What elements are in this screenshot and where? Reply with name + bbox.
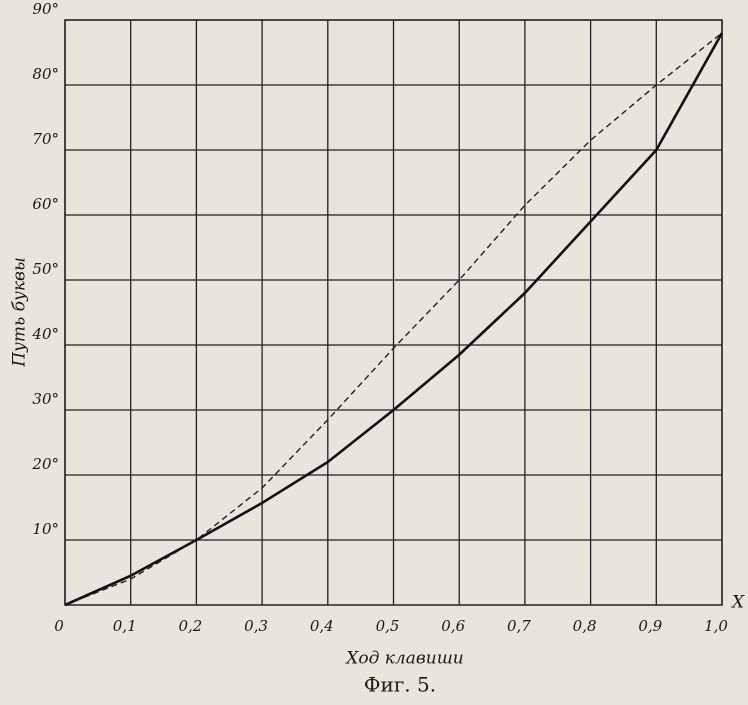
y-tick-label: 60° [32,195,59,213]
y-tick-label: 10° [32,520,59,538]
x-tick-label: 0,3 [244,617,268,635]
x-tick-label: 0,7 [507,617,531,635]
y-tick-label: 70° [32,130,59,148]
x-tick-label: 0,4 [310,617,334,635]
y-tick-label: 50° [32,260,59,278]
y-tick-label: 30° [32,390,59,408]
x-tick-label: 0,2 [178,617,202,635]
y-tick-label: 80° [32,65,59,83]
x-tick-label: 0,9 [638,617,662,635]
data-line [64,32,724,607]
y-tick-label: 90° [32,0,59,18]
y-tick-label: 40° [31,325,59,343]
x-tick-label: 0,8 [573,617,597,635]
y-axis-label: Путь буквы [10,257,30,368]
x-axis-label: Ход клавиши [344,649,464,669]
x-tick-label: 0,5 [376,617,400,635]
x-tick-label: 0,1 [113,617,137,635]
chart-title: Фиг. 5. [364,673,436,697]
y-tick-label: 20° [31,455,59,473]
x-tick-label: 0 [54,617,64,635]
x-tick-label: 1,0 [704,617,728,635]
axis-annotation: X [730,593,745,613]
data-line [64,32,723,606]
x-tick-label: 0,6 [441,617,465,635]
